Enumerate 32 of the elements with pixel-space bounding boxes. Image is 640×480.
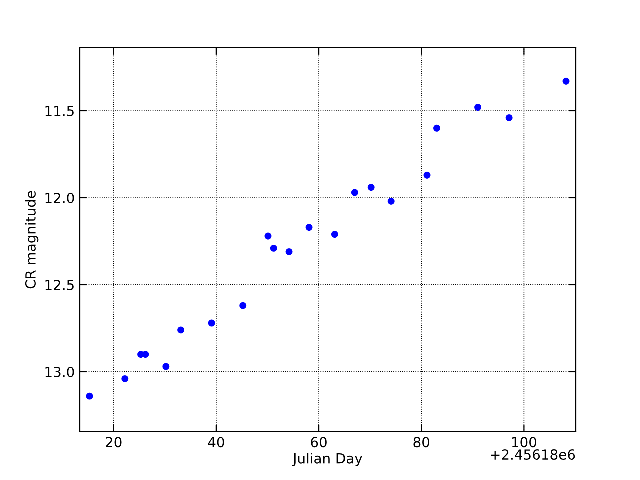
x-axis-title: Julian Day [292, 453, 362, 467]
point [434, 124, 440, 132]
x-tick-label: 20 [106, 437, 122, 448]
y-tick-label: 12.5 [46, 280, 74, 290]
y-tick-label: 13.0 [46, 366, 74, 378]
point [270, 244, 278, 252]
point [562, 78, 570, 85]
point [474, 104, 482, 111]
point [506, 114, 513, 122]
point [122, 375, 129, 382]
point [86, 392, 94, 400]
point [240, 302, 247, 310]
point [142, 351, 150, 358]
y-tick-label: 11.5 [46, 106, 74, 116]
y-axis-title: CR magnitude [25, 191, 39, 289]
x-tick-label: 40 [208, 437, 224, 448]
point [178, 326, 185, 334]
x-tick-label: 100 [512, 437, 537, 448]
y-tick-label: 12.0 [46, 192, 74, 204]
point [162, 363, 170, 370]
point [306, 224, 313, 232]
point [264, 232, 272, 240]
point [208, 320, 216, 327]
point [286, 248, 293, 256]
text: +2.45618e6 [491, 450, 576, 460]
x-tick-label: 80 [414, 437, 430, 448]
point [351, 189, 358, 196]
point [424, 172, 431, 179]
point [368, 184, 375, 192]
point [388, 198, 395, 205]
x-tick-label: 60 [311, 437, 327, 448]
point [331, 231, 338, 238]
